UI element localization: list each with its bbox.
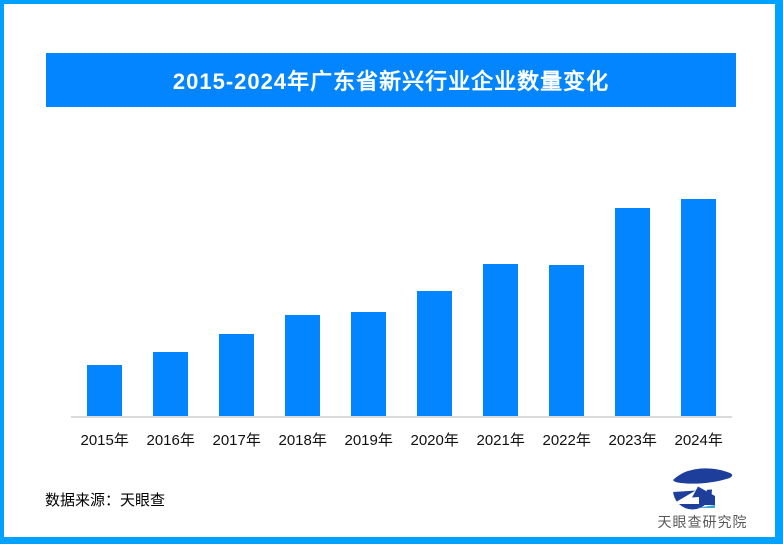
brand-name: 天眼查研究院 bbox=[657, 514, 748, 530]
data-source-label: 数据来源：天眼查 bbox=[45, 492, 166, 509]
x-tick-label-2016年: 2016年 bbox=[146, 432, 195, 449]
bar-2024年 bbox=[681, 199, 717, 417]
x-axis-line bbox=[71, 416, 732, 418]
bar-2020年 bbox=[417, 290, 453, 417]
x-tick-label-2023年: 2023年 bbox=[608, 432, 657, 449]
x-tick-label-2015年: 2015年 bbox=[80, 432, 129, 449]
tianyancha-logo-icon bbox=[670, 468, 735, 510]
x-tick-label-2022年: 2022年 bbox=[542, 432, 591, 449]
bar-2023年 bbox=[615, 207, 651, 417]
x-tick-label-2020年: 2020年 bbox=[410, 432, 459, 449]
title-banner: 2015-2024年广东省新兴行业企业数量变化 bbox=[46, 53, 736, 107]
brand-block: 天眼查研究院 bbox=[655, 466, 750, 532]
x-tick-label-2019年: 2019年 bbox=[344, 432, 393, 449]
bar-2021年 bbox=[483, 264, 519, 417]
bar-2022年 bbox=[549, 265, 585, 417]
x-tick-label-2018年: 2018年 bbox=[278, 432, 327, 449]
bar-2019年 bbox=[351, 312, 387, 417]
bar-2015年 bbox=[87, 364, 123, 417]
bar-2017年 bbox=[219, 334, 255, 417]
bar-2016年 bbox=[153, 351, 189, 417]
chart-title: 2015-2024年广东省新兴行业企业数量变化 bbox=[172, 69, 610, 94]
x-tick-label-2024年: 2024年 bbox=[674, 432, 723, 449]
x-tick-label-2021年: 2021年 bbox=[476, 432, 525, 449]
bar-2018年 bbox=[285, 314, 321, 417]
x-tick-label-2017年: 2017年 bbox=[212, 432, 261, 449]
